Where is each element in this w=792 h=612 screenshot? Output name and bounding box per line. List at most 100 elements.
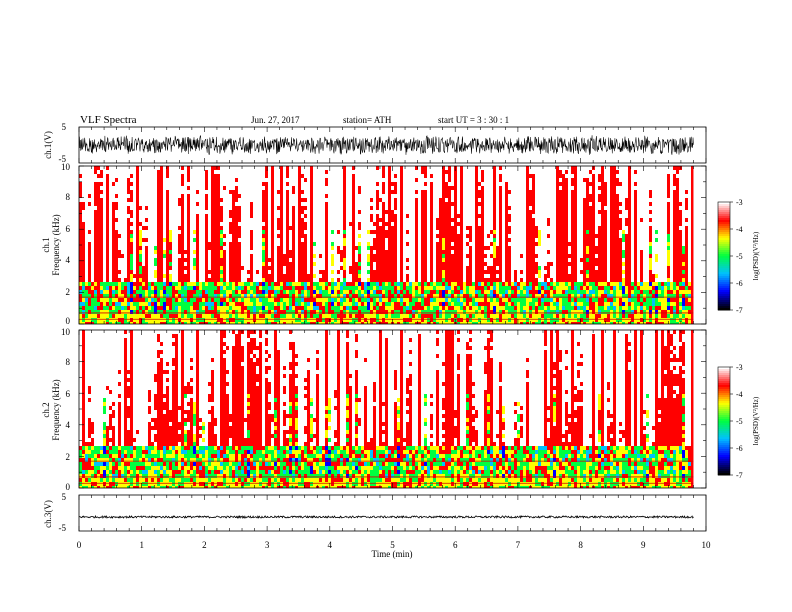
spectrogram-cell: [175, 242, 178, 246]
spectrogram-cell: [340, 286, 343, 290]
spectrogram-cell: [169, 322, 172, 324]
spectrogram-cell: [637, 230, 640, 234]
spectrogram-cell: [274, 278, 277, 282]
spectrogram-cell: [484, 242, 487, 246]
spectrogram-cell: [568, 206, 571, 210]
spectrogram-cell: [151, 206, 154, 210]
spectrogram-cell: [340, 278, 343, 282]
spectrogram-cell: [202, 274, 205, 278]
spectrogram-cell: [109, 242, 112, 246]
spectrogram-cell: [220, 182, 223, 186]
spectrogram-cell: [247, 194, 250, 198]
spectrogram-cell: [640, 194, 643, 198]
spectrogram-cell: [283, 174, 286, 178]
spectrogram-cell: [466, 170, 469, 174]
spectrogram-cell: [538, 306, 541, 310]
spectrogram-cell: [190, 266, 193, 270]
spectrogram-cell: [523, 282, 526, 286]
spectrogram-cell: [241, 270, 244, 274]
spectrogram-cell: [334, 170, 337, 174]
spectrogram-cell: [553, 278, 556, 282]
spectrogram-cell: [556, 282, 559, 286]
spectrogram-cell: [169, 282, 172, 286]
spectrogram-cell: [547, 238, 550, 242]
spectrogram-cell: [154, 298, 157, 302]
spectrogram-cell: [145, 242, 148, 246]
spectrogram-cell: [418, 262, 421, 266]
spectrogram-cell: [502, 254, 505, 258]
spectrogram-cell: [322, 190, 325, 194]
spectrogram-cell: [541, 290, 544, 294]
spectrogram-cell: [451, 286, 454, 290]
spectrogram-cell: [553, 202, 556, 206]
spectrogram-cell: [466, 290, 469, 294]
spectrogram-cell: [148, 238, 151, 242]
spectrogram-cell: [352, 302, 355, 306]
spectrogram-cell: [484, 214, 487, 218]
spectrogram-cell: [313, 302, 316, 306]
spectrogram-cell: [397, 186, 400, 190]
spectrogram-cell: [142, 214, 145, 218]
spectrogram-cell: [670, 214, 673, 218]
spectrogram-cell: [277, 286, 280, 290]
spectrogram-cell: [328, 174, 331, 178]
spectrogram-cell: [595, 230, 598, 234]
spectrogram-cell: [343, 262, 346, 266]
spectrogram-cell: [358, 238, 361, 242]
spectrogram-cell: [445, 198, 448, 202]
spectrogram-cell: [523, 258, 526, 262]
spectrogram-cell: [139, 218, 142, 222]
spectrogram-cell: [535, 190, 538, 194]
spectrogram-cell: [250, 170, 253, 174]
spectrogram-cell: [643, 274, 646, 278]
spectrogram-cell: [646, 274, 649, 278]
spectrogram-cell: [364, 186, 367, 190]
spectrogram-cell: [496, 234, 499, 238]
spectrogram-cell: [553, 270, 556, 274]
spectrogram-cell: [490, 214, 493, 218]
spectrogram-cell: [289, 234, 292, 238]
spectrogram-cell: [517, 218, 520, 222]
spectrogram-cell: [520, 242, 523, 246]
spectrogram-cell: [328, 182, 331, 186]
spectrogram-cell: [544, 226, 547, 230]
spectrogram-cell: [658, 310, 661, 314]
spectrogram-cell: [565, 298, 568, 302]
spectrogram-cell: [346, 226, 349, 230]
spectrogram-cell: [631, 174, 634, 178]
spectrogram-cell: [484, 258, 487, 262]
spectrogram-cell: [508, 302, 511, 306]
spectrogram-cell: [496, 286, 499, 290]
spectrogram-cell: [274, 246, 277, 250]
spectrogram-cell: [181, 170, 184, 174]
spectrogram-cell: [646, 190, 649, 194]
spectrogram-cell: [118, 302, 121, 306]
spectrogram-cell: [274, 262, 277, 266]
spectrogram-cell: [346, 214, 349, 218]
spectrogram-cell: [604, 306, 607, 310]
spectrogram-cell: [202, 178, 205, 182]
spectrogram-cell: [484, 218, 487, 222]
spectrogram-cell: [331, 234, 334, 238]
spectrogram-cell: [436, 306, 439, 310]
spectrogram-cell: [301, 302, 304, 306]
spectrogram-cell: [637, 178, 640, 182]
spectrogram-cell: [319, 246, 322, 250]
spectrogram-cell: [163, 254, 166, 258]
spectrogram-cell: [517, 318, 520, 322]
spectrogram-cell: [472, 306, 475, 310]
spectrogram-cell: [436, 182, 439, 186]
spectrogram-cell: [82, 194, 85, 198]
spectrogram-cell: [82, 282, 85, 286]
spectrogram-cell: [223, 206, 226, 210]
spectrogram-cell: [145, 222, 148, 226]
spectrogram-cell: [124, 194, 127, 198]
spectrogram-cell: [631, 218, 634, 222]
spectrogram-cell: [91, 242, 94, 246]
spectrogram-cell: [364, 262, 367, 266]
spectrogram-cell: [475, 298, 478, 302]
spectrogram-cell: [367, 274, 370, 278]
spectrogram-cell: [199, 310, 202, 314]
spectrogram-cell: [346, 274, 349, 278]
spectrogram-cell: [469, 302, 472, 306]
